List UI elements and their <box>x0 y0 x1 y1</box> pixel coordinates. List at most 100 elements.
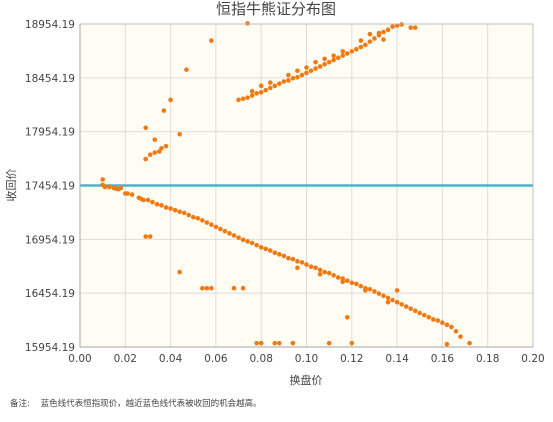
data-point <box>349 280 355 286</box>
data-point <box>156 149 162 154</box>
data-point <box>163 205 169 210</box>
x-tick-label: 0.06 <box>204 353 228 365</box>
data-point <box>426 315 432 320</box>
data-point <box>331 273 336 278</box>
data-point <box>317 267 323 273</box>
data-point <box>141 197 146 203</box>
data-point <box>145 197 151 203</box>
data-point <box>245 239 250 244</box>
data-point <box>367 287 373 292</box>
data-point <box>168 97 173 103</box>
data-point <box>218 226 223 232</box>
data-point <box>267 85 273 91</box>
data-point <box>107 184 112 190</box>
data-point <box>313 59 318 65</box>
data-point <box>227 231 232 236</box>
data-point <box>322 269 327 275</box>
data-point <box>367 39 373 44</box>
data-point <box>440 320 445 325</box>
data-point <box>417 310 423 316</box>
data-point <box>358 38 364 43</box>
data-point <box>322 56 327 62</box>
data-point <box>399 22 404 27</box>
data-point <box>177 131 182 137</box>
data-point <box>385 299 391 305</box>
data-point <box>161 108 167 113</box>
data-point <box>190 214 196 220</box>
data-point <box>340 279 346 285</box>
data-point <box>290 340 296 346</box>
footnote-label: 备注: <box>10 399 30 409</box>
data-point <box>143 156 148 162</box>
data-point <box>254 91 259 96</box>
data-point <box>100 177 105 182</box>
x-tick-label: 0.00 <box>68 353 91 365</box>
data-point <box>444 341 450 347</box>
y-tick-label: 15954.19 <box>25 342 75 354</box>
x-tick-label: 0.10 <box>295 353 318 365</box>
data-point <box>159 145 164 151</box>
data-point <box>358 283 364 289</box>
data-point <box>317 64 323 69</box>
data-point <box>326 340 332 346</box>
y-tick-label: 16954.19 <box>25 234 75 246</box>
data-point <box>381 37 386 42</box>
data-point <box>286 72 291 78</box>
data-point <box>295 74 300 80</box>
x-tick-label: 0.16 <box>431 353 455 365</box>
data-point <box>295 265 300 271</box>
data-point <box>331 53 336 58</box>
data-point <box>129 192 135 197</box>
tick-labels: 0.00 0.02 0.04 0.06 0.08 0.10 0.12 0.14 0.16 0.18… <box>25 19 545 365</box>
data-point <box>147 234 153 239</box>
data-point <box>249 93 255 98</box>
data-point <box>344 278 350 283</box>
x-tick-label: 0.04 <box>159 353 183 365</box>
data-point <box>394 299 400 305</box>
data-point <box>177 269 182 275</box>
data-point <box>209 285 214 291</box>
data-point <box>340 53 346 58</box>
data-point <box>322 61 327 67</box>
data-point <box>317 271 323 277</box>
data-point <box>367 31 373 37</box>
data-point <box>308 68 314 74</box>
data-point <box>344 315 350 320</box>
data-point <box>168 206 173 211</box>
data-point <box>249 88 255 94</box>
data-point <box>376 30 382 36</box>
data-point <box>449 324 454 330</box>
data-point <box>272 83 278 89</box>
data-point <box>286 78 291 83</box>
data-point <box>240 96 246 102</box>
data-point <box>281 253 287 259</box>
data-point <box>263 246 269 252</box>
data-point <box>152 137 158 142</box>
data-point <box>354 281 359 287</box>
data-point <box>204 285 210 291</box>
data-point <box>258 89 264 95</box>
data-point <box>236 97 241 103</box>
data-point <box>331 57 336 63</box>
data-point <box>236 235 241 240</box>
axes <box>79 23 534 348</box>
data-point <box>431 317 436 322</box>
data-point <box>195 215 201 221</box>
data-point <box>349 340 355 346</box>
data-point <box>272 340 278 346</box>
data-point <box>240 237 246 243</box>
data-point <box>412 25 418 30</box>
data-point <box>344 51 350 56</box>
data-point <box>412 308 418 314</box>
data-point <box>435 318 441 323</box>
data-point <box>258 245 264 250</box>
plot-border <box>79 23 534 348</box>
data-point <box>290 75 296 81</box>
data-point <box>408 25 413 30</box>
data-point <box>340 49 346 54</box>
scatter-chart: 恒指牛熊证分布图 0.00 0.02 0.04 0.06 0.08 0.10 0.12 0.1… <box>4 0 545 387</box>
data-point <box>102 184 108 190</box>
data-point <box>231 285 237 291</box>
data-point <box>267 80 273 85</box>
data-point <box>408 306 413 311</box>
